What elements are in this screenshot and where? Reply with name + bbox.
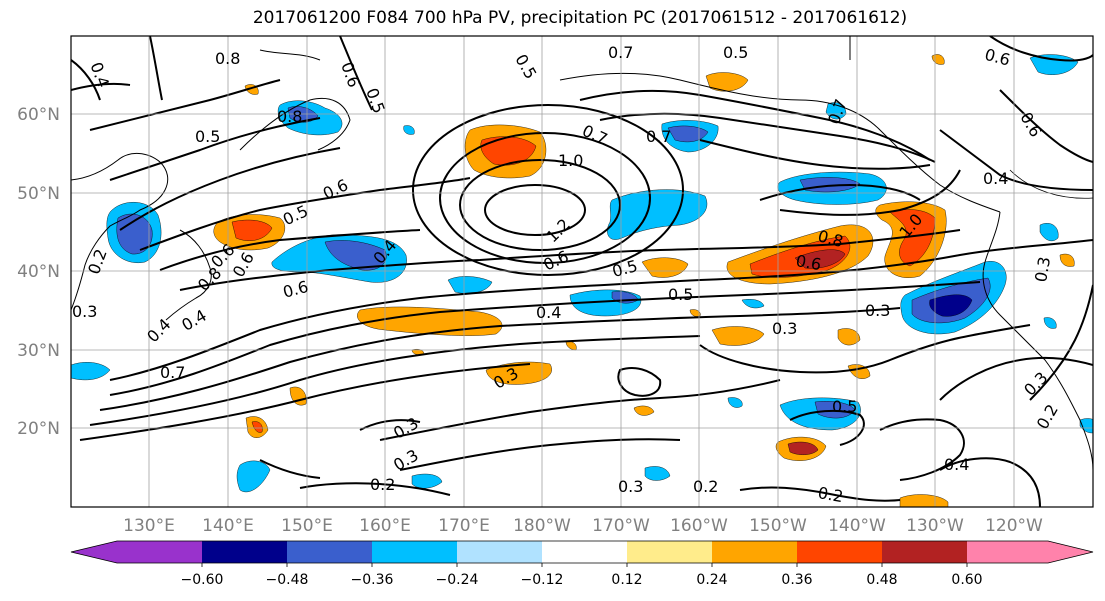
lon-label: 140°E [202,516,254,536]
lat-label: 20°N [17,419,60,439]
colorbar-segment [797,541,882,563]
contour-label: 0.7 [608,43,633,62]
colorbar-segment [117,541,202,563]
coast-north-america [982,211,1093,471]
pv-jet-1 [109,239,1093,381]
lon-label: 140°W [828,516,886,536]
colorbar-outline [70,540,1094,564]
contour-label: 0.2 [84,246,111,276]
colorbar-segment [967,541,1048,563]
colorbar-segment [287,541,372,563]
lon-label: 180°W [513,516,571,536]
pv-contours [71,36,1093,507]
colorbar-segment [882,541,967,563]
colorbar-segment [542,541,627,563]
lon-label: 170°E [438,516,490,536]
contour-label: 0.3 [1020,368,1051,399]
coastlines [71,36,1093,471]
contour-label: 0.8 [277,107,302,126]
lon-label: 130°W [906,516,964,536]
contour-label: 0.5 [195,127,220,146]
contour-label: 0.3 [865,301,890,320]
contour-label: 0.6 [794,251,822,274]
colorbar-tick: 0.48 [866,572,897,588]
contour-label: 0.6 [983,45,1013,70]
contour-label: 0.4 [178,306,210,335]
contour-label: 0.4 [143,315,174,346]
lat-label: 40°N [17,262,60,282]
coast-asia [71,153,169,311]
colorbar-segment [627,541,712,563]
contour-label: 0.5 [610,256,640,281]
colorbar-tick: 0.12 [611,572,642,588]
lon-label: 160°E [359,516,411,536]
pv-closed-low [484,184,586,236]
contour-label: 0.3 [618,477,643,496]
contour-label: 0.5 [668,285,693,304]
map-title: 2017061200 F084 700 hPa PV, precipitatio… [252,8,908,28]
lon-label: 130°E [123,516,175,536]
lon-label: 120°W [985,516,1043,536]
contour-label: 0.8 [215,49,240,68]
graticule [71,36,1093,507]
contour-label: 0.3 [390,413,422,442]
contour-label: 0.3 [1031,255,1054,283]
lat-label: 30°N [17,341,60,361]
coast-alaska [559,72,1001,213]
contour-label: 0.5 [832,397,857,416]
contour-label: 0.4 [536,303,561,322]
colorbar-tick: −0.12 [521,572,564,588]
contour-label: 0.2 [816,483,844,506]
contour-label: 0.3 [772,319,797,338]
colorbar-segment [712,541,797,563]
colorbar-extend-max [1048,541,1093,563]
colorbar-tick: −0.48 [266,572,309,588]
contour-label: 0.3 [72,302,97,321]
contour-label: 0.6 [281,277,311,302]
lat-label: 50°N [17,184,60,204]
lon-labels: 130°E 140°E 150°E 160°E 170°E 180°W 170°… [123,516,1043,536]
precip-shading [71,54,1093,507]
map-frame [70,35,1094,508]
contour-label: 0.7 [824,96,851,126]
contour-label: 0.6 [1016,109,1045,141]
lon-label: 160°W [670,516,728,536]
contour-label: 1.2 [542,215,573,246]
contour-label: 0.7 [646,127,671,146]
lon-label: 150°E [281,516,333,536]
lon-label: 150°W [749,516,807,536]
coast-kamchatka [239,97,351,151]
lon-label: 170°W [592,516,650,536]
contour-label: 0.3 [390,445,422,474]
lat-labels: 60°N 50°N 40°N 30°N 20°N [17,105,60,439]
contour-label: 1.0 [558,151,583,170]
contour-label: 0.7 [160,363,185,382]
pos-anomaly-central-band [357,306,503,336]
colorbar-extend-min [71,541,117,563]
pv-jet-2 [179,229,961,291]
lat-label: 60°N [17,105,60,125]
pv-subtropical-1 [379,379,781,441]
contour-label: 0.4 [983,169,1008,188]
contour-label: 0.2 [370,475,395,494]
colorbar-segment [372,541,457,563]
colorbar-tick: 0.36 [781,572,812,588]
contour-label: 0.4 [944,455,969,474]
colorbar-tick: 0.24 [696,572,727,588]
colorbar-tick: −0.24 [436,572,479,588]
contour-label: 0.5 [723,43,748,62]
colorbar-tick: 0.60 [951,572,982,588]
colorbar-tick: −0.36 [351,572,394,588]
colorbar: −0.60 −0.48 −0.36 −0.24 −0.12 0.12 0.24 … [70,540,1094,588]
colorbar-segment [457,541,542,563]
colorbar-tick: −0.60 [181,572,224,588]
neg-anomaly-dateline [607,189,708,240]
colorbar-segment [202,541,287,563]
contour-label: 0.5 [511,51,540,83]
contour-label: 0.2 [693,477,718,496]
